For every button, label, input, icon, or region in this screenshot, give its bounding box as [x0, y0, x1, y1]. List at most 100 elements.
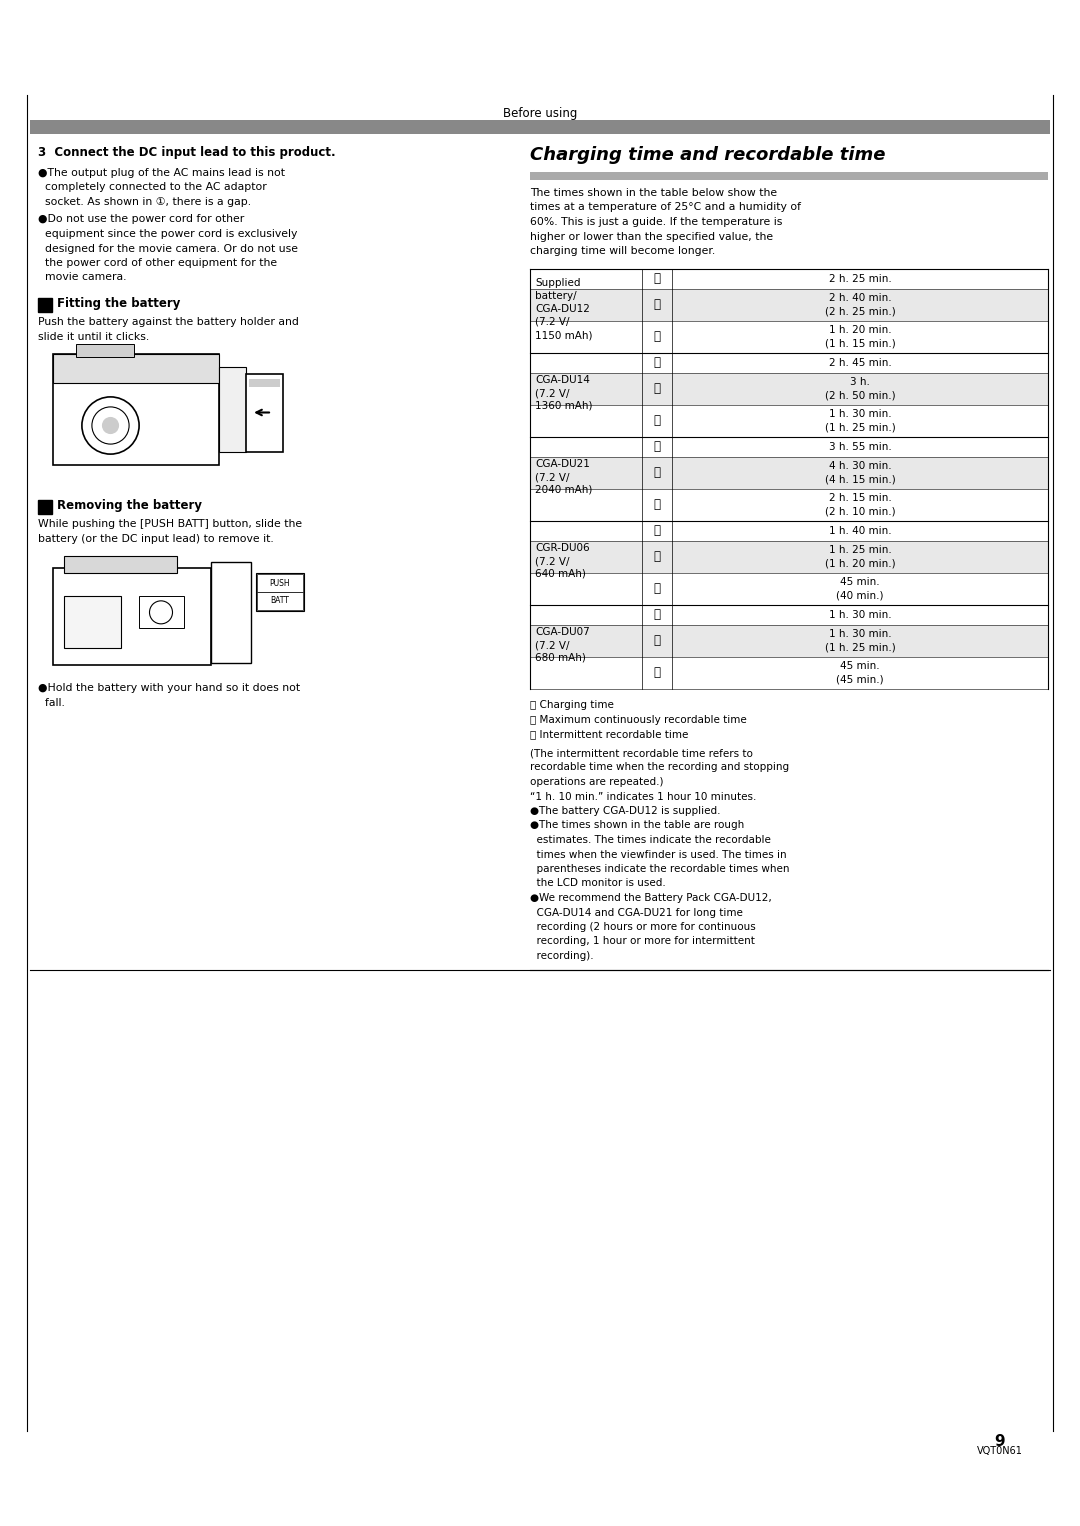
Text: CGR-DU06: CGR-DU06 — [535, 543, 590, 552]
Text: CGA-DU14 and CGA-DU21 for long time: CGA-DU14 and CGA-DU21 for long time — [530, 908, 743, 917]
Text: 1 h. 25 min.: 1 h. 25 min. — [828, 545, 891, 555]
Text: CGA-DU12: CGA-DU12 — [535, 304, 590, 314]
Text: designed for the movie camera. Or do not use: designed for the movie camera. Or do not… — [38, 244, 298, 253]
Text: (7.2 V/: (7.2 V/ — [535, 472, 569, 482]
Text: parentheses indicate the recordable times when: parentheses indicate the recordable time… — [530, 864, 789, 874]
Text: Ⓒ Intermittent recordable time: Ⓒ Intermittent recordable time — [530, 729, 688, 740]
Bar — [530, 288, 1048, 320]
Bar — [530, 172, 1048, 180]
Text: 2 h. 25 min.: 2 h. 25 min. — [828, 273, 891, 284]
Bar — [53, 354, 218, 383]
Bar — [246, 374, 283, 452]
Text: operations are repeated.): operations are repeated.) — [530, 777, 663, 787]
Text: 45 min.: 45 min. — [840, 577, 880, 588]
Text: 9: 9 — [995, 1434, 1005, 1450]
Text: Ⓒ: Ⓒ — [653, 581, 661, 595]
Text: fall.: fall. — [38, 697, 65, 708]
Text: CGA-DU21: CGA-DU21 — [535, 459, 590, 468]
Text: 1 h. 30 min.: 1 h. 30 min. — [828, 629, 891, 639]
Text: slide it until it clicks.: slide it until it clicks. — [38, 331, 149, 342]
Text: Ⓒ: Ⓒ — [653, 414, 661, 427]
Text: Removing the battery: Removing the battery — [57, 499, 202, 513]
Text: recording, 1 hour or more for intermittent: recording, 1 hour or more for intermitte… — [530, 937, 755, 946]
Text: (1 h. 25 min.): (1 h. 25 min.) — [825, 423, 895, 432]
Text: While pushing the [PUSH BATT] button, slide the: While pushing the [PUSH BATT] button, sl… — [38, 519, 302, 530]
Bar — [249, 378, 280, 386]
Text: (45 min.): (45 min.) — [836, 674, 883, 685]
Text: VQT0N61: VQT0N61 — [977, 1447, 1023, 1456]
Text: socket. As shown in ①, there is a gap.: socket. As shown in ①, there is a gap. — [38, 197, 252, 208]
Text: Push the battery against the battery holder and: Push the battery against the battery hol… — [38, 317, 299, 327]
Text: Ⓑ Maximum continuously recordable time: Ⓑ Maximum continuously recordable time — [530, 716, 746, 725]
Text: equipment since the power cord is exclusively: equipment since the power cord is exclus… — [38, 229, 297, 240]
Text: ●The output plug of the AC mains lead is not: ●The output plug of the AC mains lead is… — [38, 168, 285, 179]
Text: Ⓐ: Ⓐ — [653, 356, 661, 369]
Text: 2040 mAh): 2040 mAh) — [535, 485, 592, 494]
Text: movie camera.: movie camera. — [38, 273, 126, 282]
Text: PUSH: PUSH — [270, 580, 291, 589]
Text: The times shown in the table below show the: The times shown in the table below show … — [530, 188, 778, 198]
Text: Ⓑ: Ⓑ — [653, 382, 661, 395]
Text: (40 min.): (40 min.) — [836, 591, 883, 601]
Text: 3  Connect the DC input lead to this product.: 3 Connect the DC input lead to this prod… — [38, 146, 336, 159]
Text: (2 h. 25 min.): (2 h. 25 min.) — [825, 307, 895, 316]
Text: CGA-DU14: CGA-DU14 — [535, 375, 590, 385]
Text: 640 mAh): 640 mAh) — [535, 569, 585, 578]
Text: 1 h. 20 min.: 1 h. 20 min. — [828, 325, 891, 336]
Text: recording).: recording). — [530, 951, 594, 961]
Text: 3 h.: 3 h. — [850, 377, 869, 388]
Text: 680 mAh): 680 mAh) — [535, 653, 585, 662]
Text: Ⓒ: Ⓒ — [653, 330, 661, 343]
Text: Ⓑ: Ⓑ — [653, 633, 661, 647]
Bar — [38, 298, 52, 311]
Bar — [30, 121, 1050, 134]
Bar — [138, 597, 184, 629]
Text: (4 h. 15 min.): (4 h. 15 min.) — [825, 475, 895, 485]
Bar — [53, 354, 218, 464]
Text: (1 h. 20 min.): (1 h. 20 min.) — [825, 559, 895, 569]
Bar — [53, 568, 211, 665]
Bar — [218, 366, 246, 452]
Bar — [256, 574, 303, 612]
Text: charging time will become longer.: charging time will become longer. — [530, 246, 715, 256]
Text: 1 h. 40 min.: 1 h. 40 min. — [828, 525, 891, 536]
Text: (The intermittent recordable time refers to: (The intermittent recordable time refers… — [530, 748, 753, 758]
Text: 1150 mAh): 1150 mAh) — [535, 330, 593, 340]
Text: Ⓐ: Ⓐ — [653, 607, 661, 621]
Text: 45 min.: 45 min. — [840, 661, 880, 671]
Text: Ⓑ: Ⓑ — [653, 549, 661, 563]
Text: ●The times shown in the table are rough: ●The times shown in the table are rough — [530, 821, 744, 830]
Text: 2 h. 45 min.: 2 h. 45 min. — [828, 357, 891, 368]
Text: the power cord of other equipment for the: the power cord of other equipment for th… — [38, 258, 278, 269]
Bar — [64, 597, 121, 649]
Text: ●Hold the battery with your hand so it does not: ●Hold the battery with your hand so it d… — [38, 684, 300, 693]
Text: ●Do not use the power cord for other: ●Do not use the power cord for other — [38, 215, 244, 224]
Text: Charging time and recordable time: Charging time and recordable time — [530, 146, 886, 163]
Text: estimates. The times indicate the recordable: estimates. The times indicate the record… — [530, 835, 771, 845]
Text: Ⓐ: Ⓐ — [653, 523, 661, 537]
Text: Ⓐ: Ⓐ — [653, 439, 661, 453]
Text: the LCD monitor is used.: the LCD monitor is used. — [530, 879, 665, 888]
Text: (2 h. 10 min.): (2 h. 10 min.) — [825, 507, 895, 516]
Text: times when the viewfinder is used. The times in: times when the viewfinder is used. The t… — [530, 850, 786, 859]
Text: Ⓒ: Ⓒ — [653, 665, 661, 679]
Text: 3 h. 55 min.: 3 h. 55 min. — [828, 441, 891, 452]
Text: 1 h. 30 min.: 1 h. 30 min. — [828, 409, 891, 420]
Text: battery (or the DC input lead) to remove it.: battery (or the DC input lead) to remove… — [38, 534, 273, 543]
Bar — [76, 343, 134, 357]
Text: Before using: Before using — [503, 107, 577, 119]
Bar — [211, 562, 251, 662]
FancyBboxPatch shape — [257, 574, 303, 592]
Text: Ⓐ Charging time: Ⓐ Charging time — [530, 700, 613, 711]
Text: (7.2 V/: (7.2 V/ — [535, 555, 569, 566]
Text: (2 h. 50 min.): (2 h. 50 min.) — [825, 391, 895, 400]
Text: Ⓑ: Ⓑ — [653, 465, 661, 479]
Text: 1360 mAh): 1360 mAh) — [535, 401, 593, 410]
Text: (1 h. 25 min.): (1 h. 25 min.) — [825, 642, 895, 653]
Text: times at a temperature of 25°C and a humidity of: times at a temperature of 25°C and a hum… — [530, 203, 801, 212]
Text: 4 h. 30 min.: 4 h. 30 min. — [828, 461, 891, 472]
Text: Ⓐ: Ⓐ — [653, 272, 661, 285]
Text: Ⓒ: Ⓒ — [653, 497, 661, 511]
Text: battery/: battery/ — [535, 291, 577, 301]
Text: 1 h. 30 min.: 1 h. 30 min. — [828, 609, 891, 620]
